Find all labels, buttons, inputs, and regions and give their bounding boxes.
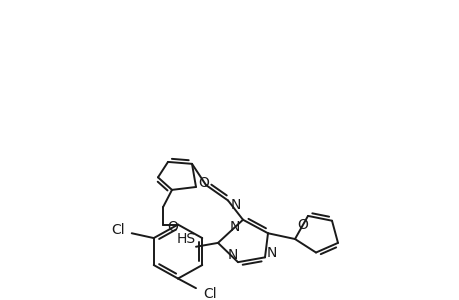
Text: Cl: Cl <box>111 224 124 237</box>
Text: O: O <box>198 176 209 190</box>
Text: N: N <box>230 220 240 233</box>
Text: O: O <box>167 220 178 235</box>
Text: HS: HS <box>176 232 195 246</box>
Text: Cl: Cl <box>203 287 216 300</box>
Text: O: O <box>297 218 308 232</box>
Text: N: N <box>230 198 241 212</box>
Text: N: N <box>266 245 277 260</box>
Text: N: N <box>227 248 238 262</box>
